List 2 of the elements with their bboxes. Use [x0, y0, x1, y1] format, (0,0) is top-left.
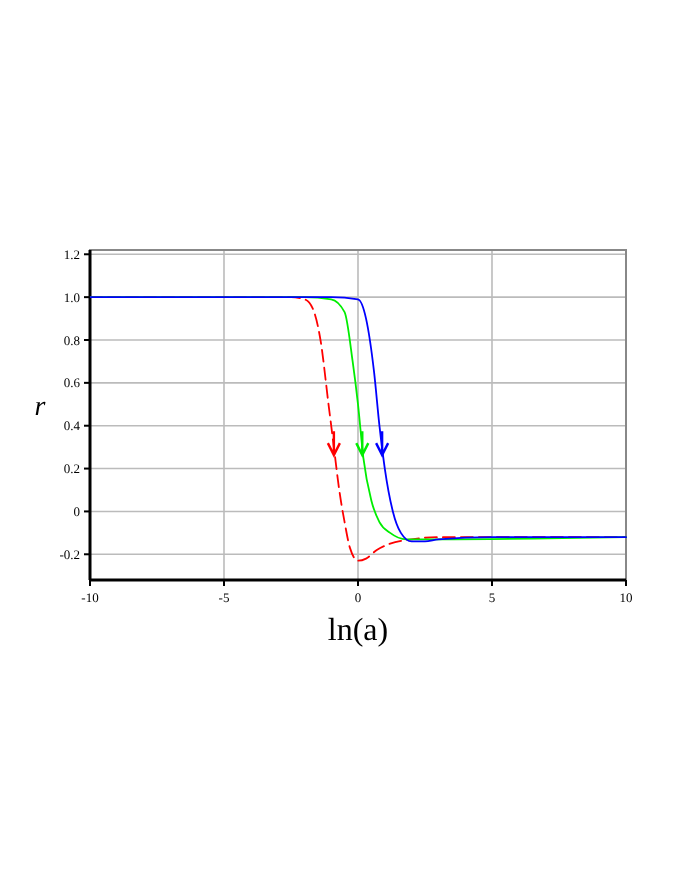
- y-axis-title: r: [34, 393, 47, 423]
- x-axis-title: ln(a): [327, 614, 389, 648]
